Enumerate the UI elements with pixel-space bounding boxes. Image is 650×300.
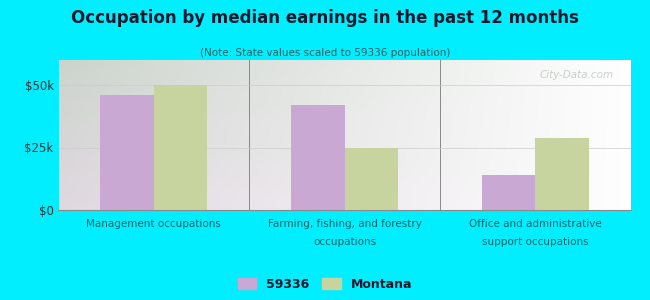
Text: City-Data.com: City-Data.com — [540, 70, 614, 80]
Bar — [344, 148, 398, 210]
Bar — [291, 105, 344, 210]
Legend: 59336, Montana: 59336, Montana — [238, 278, 412, 291]
Text: (Note: State values scaled to 59336 population): (Note: State values scaled to 59336 popu… — [200, 48, 450, 58]
Bar — [154, 85, 207, 210]
Text: Office and administrative: Office and administrative — [469, 219, 601, 229]
Bar — [535, 137, 588, 210]
Text: Occupation by median earnings in the past 12 months: Occupation by median earnings in the pas… — [71, 9, 579, 27]
Text: Management occupations: Management occupations — [86, 219, 221, 229]
Bar — [101, 95, 154, 210]
Bar — [482, 175, 535, 210]
Text: occupations: occupations — [313, 237, 376, 247]
Text: support occupations: support occupations — [482, 237, 588, 247]
Text: Farming, fishing, and forestry: Farming, fishing, and forestry — [268, 219, 421, 229]
